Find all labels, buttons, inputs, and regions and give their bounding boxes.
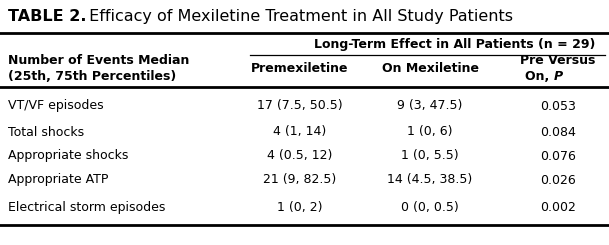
Text: 0.053: 0.053 [540, 99, 576, 112]
Text: 0.084: 0.084 [540, 125, 576, 138]
Text: P: P [554, 71, 563, 84]
Text: 0.076: 0.076 [540, 149, 576, 162]
Text: On Mexiletine: On Mexiletine [381, 62, 479, 75]
Text: On,: On, [526, 71, 554, 84]
Text: Electrical storm episodes: Electrical storm episodes [8, 200, 166, 213]
Text: Total shocks: Total shocks [8, 125, 84, 138]
Text: (25th, 75th Percentiles): (25th, 75th Percentiles) [8, 71, 176, 84]
Text: Appropriate shocks: Appropriate shocks [8, 149, 128, 162]
Text: Pre Versus: Pre Versus [520, 54, 596, 68]
Text: 21 (9, 82.5): 21 (9, 82.5) [263, 173, 337, 186]
Text: 0.002: 0.002 [540, 200, 576, 213]
Text: Appropriate ATP: Appropriate ATP [8, 173, 108, 186]
Text: Number of Events Median: Number of Events Median [8, 54, 189, 68]
Text: Efficacy of Mexiletine Treatment in All Study Patients: Efficacy of Mexiletine Treatment in All … [84, 10, 513, 24]
Text: Long-Term Effect in All Patients (n = 29): Long-Term Effect in All Patients (n = 29… [314, 38, 595, 51]
Text: TABLE 2.: TABLE 2. [8, 10, 86, 24]
Text: 17 (7.5, 50.5): 17 (7.5, 50.5) [257, 99, 343, 112]
Text: VT/VF episodes: VT/VF episodes [8, 99, 104, 112]
Text: 1 (0, 5.5): 1 (0, 5.5) [401, 149, 459, 162]
Text: 14 (4.5, 38.5): 14 (4.5, 38.5) [387, 173, 473, 186]
Text: 4 (1, 14): 4 (1, 14) [273, 125, 326, 138]
Text: 4 (0.5, 12): 4 (0.5, 12) [267, 149, 333, 162]
Text: 9 (3, 47.5): 9 (3, 47.5) [397, 99, 463, 112]
Text: 0.026: 0.026 [540, 173, 576, 186]
Text: 1 (0, 6): 1 (0, 6) [407, 125, 452, 138]
Text: 1 (0, 2): 1 (0, 2) [277, 200, 323, 213]
Text: 0 (0, 0.5): 0 (0, 0.5) [401, 200, 459, 213]
Text: Premexiletine: Premexiletine [252, 62, 349, 75]
